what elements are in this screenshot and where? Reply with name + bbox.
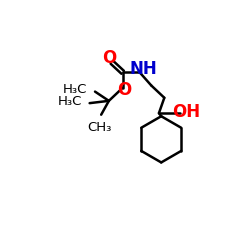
Text: CH₃: CH₃ [88, 121, 112, 134]
Text: NH: NH [130, 60, 158, 78]
Text: O: O [117, 81, 132, 99]
Text: H₃C: H₃C [63, 83, 87, 96]
Text: OH: OH [172, 102, 200, 120]
Text: O: O [102, 50, 116, 68]
Text: H₃C: H₃C [58, 95, 82, 108]
